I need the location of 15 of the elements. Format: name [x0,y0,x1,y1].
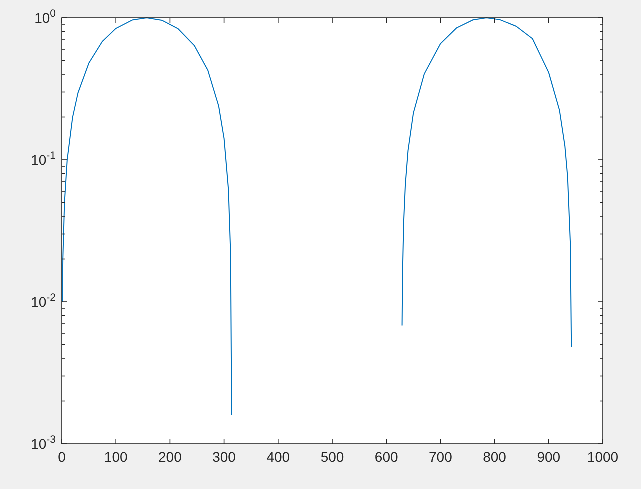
x-tick-label: 800 [483,449,507,465]
x-tick-label: 300 [212,449,236,465]
x-tick-label: 600 [374,449,398,465]
y-tick-label: 10$^{-2}$ [31,292,56,310]
x-tick-label: 0 [58,449,66,465]
y-tick-label: 10$^{-3}$ [31,434,56,452]
y-tick-label: 10$^{-1}$ [31,150,56,168]
x-tick-label: 700 [429,449,453,465]
x-tick-label: 400 [266,449,290,465]
x-tick-label: 500 [320,449,344,465]
x-tick-label: 1000 [587,449,619,465]
x-tick-label: 100 [104,449,128,465]
y-tick-label: 10$^{0}$ [34,8,56,26]
x-tick-label: 900 [537,449,561,465]
x-tick-label: 200 [158,449,182,465]
